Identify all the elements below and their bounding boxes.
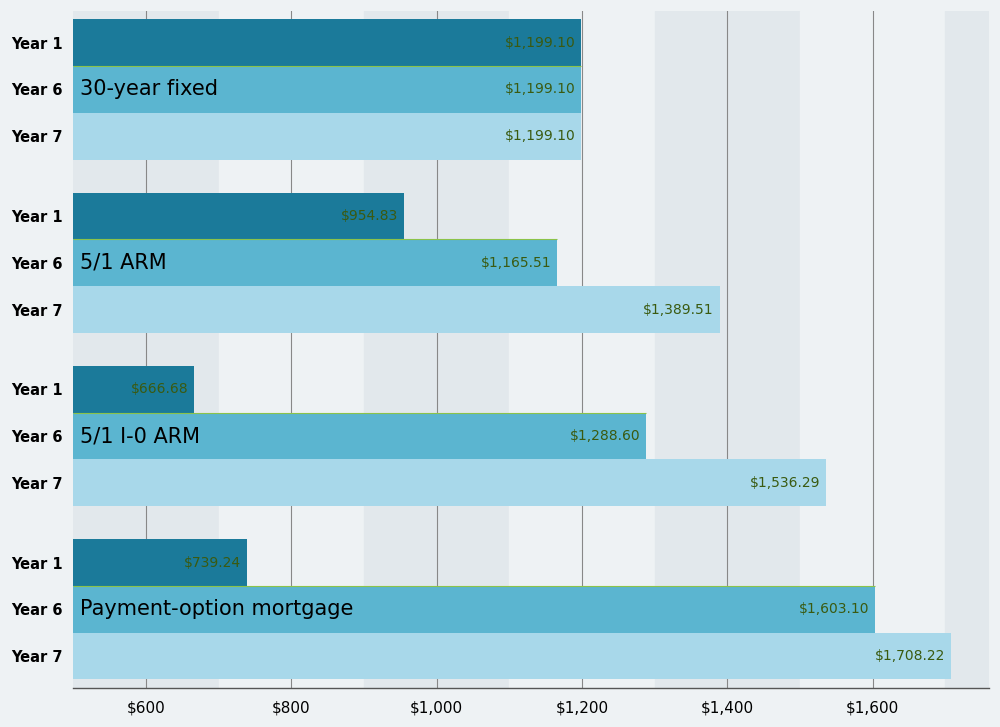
Bar bbox=[73, 113, 581, 160]
Bar bbox=[655, 11, 800, 688]
Bar bbox=[219, 11, 364, 688]
Text: 5/1 I-0 ARM: 5/1 I-0 ARM bbox=[80, 426, 200, 446]
Text: $1,199.10: $1,199.10 bbox=[505, 82, 575, 97]
Bar bbox=[73, 539, 247, 586]
Text: $739.24: $739.24 bbox=[184, 555, 241, 569]
Bar bbox=[73, 11, 219, 688]
Bar bbox=[73, 413, 646, 459]
Text: $1,165.51: $1,165.51 bbox=[480, 256, 551, 270]
Text: Payment-option mortgage: Payment-option mortgage bbox=[80, 599, 354, 619]
Bar bbox=[73, 632, 951, 680]
Text: $1,199.10: $1,199.10 bbox=[505, 129, 575, 143]
Text: $1,708.22: $1,708.22 bbox=[875, 649, 945, 663]
Text: 30-year fixed: 30-year fixed bbox=[80, 79, 218, 100]
Text: $1,536.29: $1,536.29 bbox=[750, 475, 820, 490]
Bar bbox=[73, 366, 194, 413]
Bar bbox=[945, 11, 1000, 688]
Text: $954.83: $954.83 bbox=[341, 209, 398, 223]
Bar bbox=[73, 586, 875, 632]
Bar bbox=[73, 286, 720, 333]
Bar bbox=[73, 20, 581, 66]
Bar bbox=[73, 459, 826, 506]
Text: 5/1 ARM: 5/1 ARM bbox=[80, 253, 167, 273]
Bar bbox=[800, 11, 945, 688]
Bar bbox=[73, 193, 404, 239]
Bar bbox=[73, 239, 557, 286]
Text: $1,288.60: $1,288.60 bbox=[570, 429, 640, 443]
Text: $1,389.51: $1,389.51 bbox=[643, 302, 714, 316]
Text: $1,199.10: $1,199.10 bbox=[505, 36, 575, 49]
Bar bbox=[509, 11, 655, 688]
Bar bbox=[364, 11, 509, 688]
Bar bbox=[73, 66, 581, 113]
Text: $1,603.10: $1,603.10 bbox=[799, 602, 869, 616]
Text: $666.68: $666.68 bbox=[131, 382, 188, 396]
